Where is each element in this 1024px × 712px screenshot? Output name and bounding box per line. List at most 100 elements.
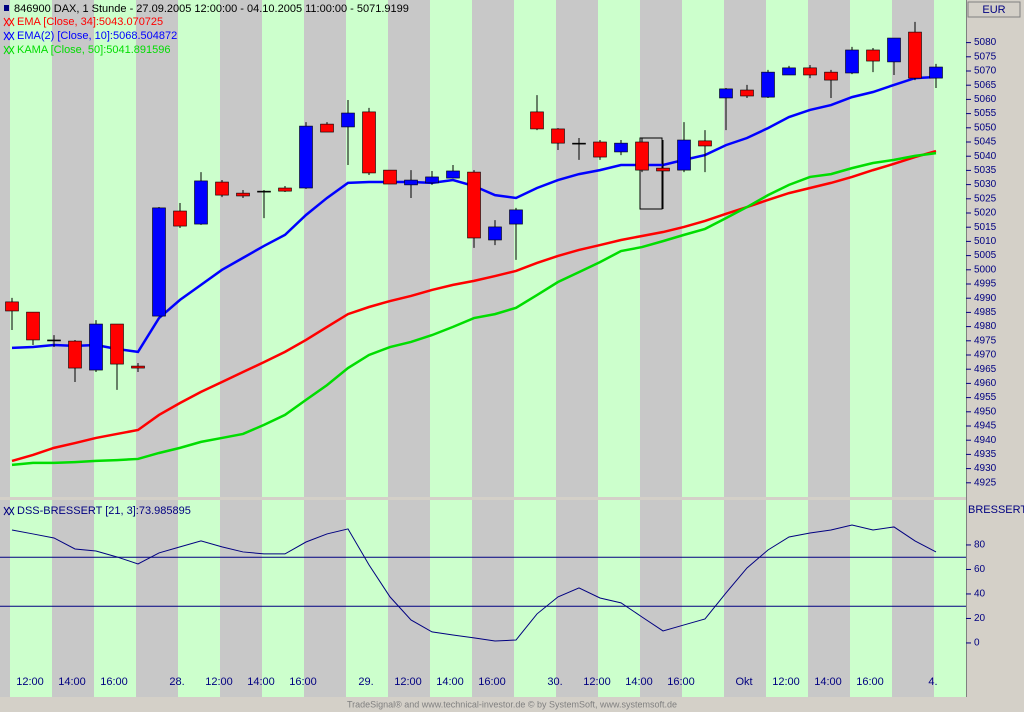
y-tick-label: 4990 bbox=[974, 293, 997, 304]
candle-body bbox=[719, 88, 733, 99]
stripe bbox=[514, 0, 556, 697]
y-tick-label: 4960 bbox=[974, 378, 997, 389]
y-tick-label: 5070 bbox=[974, 66, 997, 77]
y-tick-label: 40 bbox=[974, 589, 986, 600]
y-tick-label: 4945 bbox=[974, 421, 997, 432]
y-tick-label: 5075 bbox=[974, 51, 997, 62]
candle-body bbox=[68, 340, 82, 369]
candle-body bbox=[383, 169, 397, 185]
stripe bbox=[598, 0, 640, 697]
candle-body bbox=[425, 176, 439, 184]
y-tick-label: 5030 bbox=[974, 179, 997, 190]
stripe bbox=[472, 0, 514, 697]
stripe bbox=[220, 0, 262, 697]
y-tick-label: 5015 bbox=[974, 222, 997, 233]
y-tick-label: 20 bbox=[974, 613, 986, 624]
candle-body bbox=[740, 89, 754, 97]
candle-body bbox=[572, 142, 586, 145]
y-tick-label: 60 bbox=[974, 564, 986, 575]
candle-body bbox=[152, 207, 166, 317]
selection-box bbox=[639, 137, 663, 210]
stripe bbox=[178, 0, 220, 697]
y-tick-label: 5000 bbox=[974, 264, 997, 275]
y-tick-label: 5055 bbox=[974, 108, 997, 119]
panel-separator bbox=[0, 497, 966, 500]
candle-body bbox=[26, 311, 40, 341]
candle-body bbox=[173, 210, 187, 227]
x-tick-label: 16:00 bbox=[289, 676, 317, 688]
stripe bbox=[892, 0, 934, 697]
stripe bbox=[136, 0, 178, 697]
candle-body bbox=[908, 31, 922, 79]
candle-body bbox=[194, 180, 208, 225]
stripe bbox=[850, 0, 892, 697]
legend-entry: KAMA [Close, 50]:5041.891596 bbox=[17, 44, 171, 56]
candle-body bbox=[5, 301, 19, 312]
x-tick-label: 28. bbox=[169, 676, 184, 688]
legend-entry: EMA(2) [Close, 10]:5068.504872 bbox=[17, 30, 177, 42]
y-tick-label: 4975 bbox=[974, 335, 997, 346]
candle-body bbox=[320, 123, 334, 133]
candle-body bbox=[299, 125, 313, 189]
x-tick-label: 12:00 bbox=[16, 676, 44, 688]
candle-body bbox=[866, 49, 880, 62]
candle-body bbox=[551, 128, 565, 144]
y-tick-label: 5065 bbox=[974, 80, 997, 91]
candle-body bbox=[215, 181, 229, 196]
x-tick-label: 16:00 bbox=[667, 676, 695, 688]
stripe bbox=[430, 0, 472, 697]
x-tick-label: Okt bbox=[735, 676, 752, 688]
legend-icon bbox=[3, 31, 15, 41]
y-tick-label: 4985 bbox=[974, 307, 997, 318]
candle-body bbox=[467, 171, 481, 239]
x-tick-label: 14:00 bbox=[814, 676, 842, 688]
y-tick-label: 4995 bbox=[974, 279, 997, 290]
indicator-line bbox=[11, 524, 937, 642]
candle-body bbox=[488, 226, 502, 241]
stripe bbox=[640, 0, 682, 697]
symbol-icon bbox=[4, 5, 9, 11]
y-tick-label: 5040 bbox=[974, 151, 997, 162]
y-tick-label: 5035 bbox=[974, 165, 997, 176]
stripe bbox=[0, 0, 10, 697]
x-tick-label: 29. bbox=[358, 676, 373, 688]
y-tick-label: 4930 bbox=[974, 463, 997, 474]
footer: TradeSignal® and www.technical-investor.… bbox=[347, 699, 677, 709]
candle-body bbox=[236, 192, 250, 197]
y-tick-label: 5020 bbox=[974, 208, 997, 219]
y-tick-label: 4935 bbox=[974, 449, 997, 460]
y-tick-label: 0 bbox=[974, 638, 980, 649]
chart-title: 846900 DAX, 1 Stunde - 27.09.2005 12:00:… bbox=[14, 3, 409, 15]
x-tick-label: 16:00 bbox=[478, 676, 506, 688]
y-tick-label: 5060 bbox=[974, 94, 997, 105]
stripe bbox=[262, 0, 304, 697]
indicator-line bbox=[11, 149, 937, 463]
y-tick-label: 5005 bbox=[974, 250, 997, 261]
candle-body bbox=[278, 187, 292, 192]
candle-body bbox=[404, 179, 418, 186]
stripe bbox=[724, 0, 766, 697]
stripe bbox=[808, 0, 850, 697]
candle-body bbox=[446, 170, 460, 179]
candle-body bbox=[593, 141, 607, 158]
candle-body bbox=[257, 190, 271, 193]
footer-bar bbox=[0, 697, 1024, 712]
indicator-line bbox=[11, 151, 937, 467]
stripe bbox=[556, 0, 598, 697]
x-tick-label: 16:00 bbox=[856, 676, 884, 688]
candle-body bbox=[677, 139, 691, 171]
x-tick-label: 14:00 bbox=[436, 676, 464, 688]
candle-body bbox=[782, 67, 796, 76]
dss-axis-label: BRESSERT bbox=[968, 504, 1024, 516]
x-tick-label: 4. bbox=[928, 676, 937, 688]
y-tick-label: 5010 bbox=[974, 236, 997, 247]
stripe bbox=[934, 0, 966, 697]
stripe bbox=[682, 0, 724, 697]
stripe bbox=[304, 0, 346, 697]
candle-body bbox=[635, 141, 649, 171]
stripe bbox=[346, 0, 388, 697]
stripe bbox=[766, 0, 808, 697]
x-tick-label: 12:00 bbox=[583, 676, 611, 688]
x-tick-label: 14:00 bbox=[625, 676, 653, 688]
